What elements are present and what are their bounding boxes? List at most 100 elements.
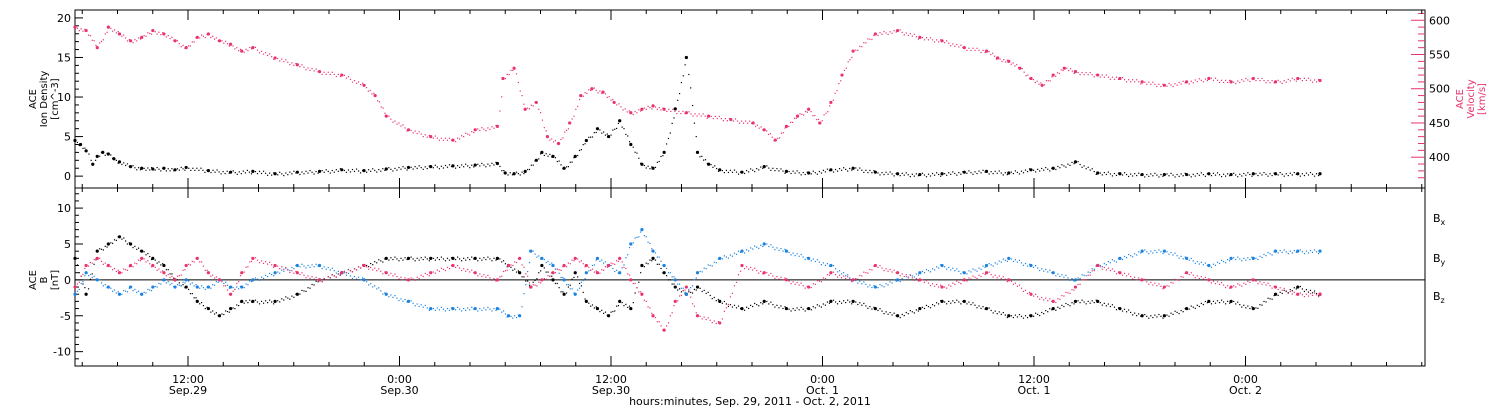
by-point (701, 271, 703, 273)
bx-point (1162, 317, 1164, 319)
bx-point (1007, 314, 1011, 318)
bx-point (632, 302, 634, 304)
bx-point (1296, 285, 1300, 289)
density-point (812, 170, 814, 172)
bz-point (534, 284, 536, 286)
bz-point (1188, 273, 1190, 276)
velocity-point (1012, 62, 1014, 64)
bx-point (889, 311, 891, 314)
density-point (954, 172, 956, 175)
density-point (145, 169, 147, 171)
bz-point (1004, 278, 1006, 280)
velocity-point (1305, 79, 1308, 82)
density-point (359, 172, 362, 174)
bz-point (1000, 277, 1002, 280)
velocity-point (990, 53, 992, 56)
density-point (606, 133, 608, 135)
velocity-point (461, 135, 463, 137)
by-point (634, 237, 636, 239)
by-point (249, 280, 251, 282)
density-point (847, 170, 849, 172)
velocity-point (684, 111, 688, 115)
velocity-point (137, 37, 140, 39)
density-point (770, 169, 772, 171)
bz-point (891, 271, 893, 273)
velocity-point (855, 49, 857, 51)
bz-point (798, 284, 800, 286)
bx-point (1182, 311, 1184, 313)
bz-point (1156, 285, 1158, 287)
bx-point (1229, 302, 1231, 304)
bx-point (273, 299, 277, 304)
bz-point (1241, 285, 1243, 287)
velocity-point (465, 132, 467, 134)
bx-point (1160, 315, 1162, 317)
bx-point (1093, 302, 1095, 304)
by-point (871, 286, 873, 289)
bx-point (495, 256, 500, 260)
density-point (731, 171, 734, 173)
by-point (1059, 275, 1061, 278)
velocity-point (552, 141, 555, 143)
bz-point (1123, 272, 1126, 274)
bx-point (1059, 307, 1061, 310)
by-point (160, 283, 162, 285)
velocity-point (732, 120, 735, 122)
velocity-point (1291, 77, 1293, 79)
by-point (1123, 255, 1126, 258)
bx-point (711, 297, 713, 300)
bx-point (512, 269, 514, 271)
bz-point (1237, 283, 1239, 285)
by-point (493, 307, 495, 310)
by-point (974, 269, 976, 271)
bx-point (798, 309, 800, 311)
bx-point (1216, 300, 1219, 302)
by-point (643, 235, 645, 237)
velocity-point (654, 106, 657, 108)
velocity-point (1027, 74, 1029, 76)
density-point (1293, 171, 1295, 174)
by-point (1287, 252, 1289, 255)
density-point (446, 166, 449, 168)
velocity-point (832, 99, 834, 101)
bz-point (790, 282, 792, 285)
velocity-point (534, 100, 538, 105)
density-point (972, 173, 974, 175)
velocity-point (656, 108, 658, 110)
by-point (1018, 259, 1021, 262)
velocity-point (647, 105, 649, 107)
bx-point (832, 299, 835, 301)
by-point (465, 309, 467, 311)
density-point (863, 171, 865, 174)
density-point (1022, 172, 1025, 174)
bx-point (952, 300, 954, 302)
bx-point (1303, 290, 1306, 293)
bx-point (623, 304, 625, 307)
bx-point (110, 242, 112, 244)
bz-point (1022, 290, 1025, 293)
velocity-point (361, 82, 364, 84)
velocity-point (410, 129, 412, 132)
bx-point (134, 245, 136, 247)
bz-point (960, 282, 962, 285)
density-point (1222, 173, 1225, 175)
velocity-point (718, 115, 720, 118)
bx-point (677, 289, 679, 291)
velocity-point (303, 66, 305, 68)
bz-point (1109, 270, 1112, 272)
density-point (1251, 172, 1255, 176)
bz-point (1130, 275, 1132, 278)
velocity-point (1007, 59, 1011, 63)
by-point (1261, 256, 1263, 259)
velocity-point (510, 69, 512, 72)
velocity-point (1229, 80, 1233, 84)
by-point (788, 251, 790, 254)
bx-point (701, 290, 703, 293)
density-point (158, 168, 160, 170)
bx-point (640, 272, 642, 274)
by-point (1146, 251, 1148, 253)
density-point (829, 168, 833, 172)
bx-point (573, 276, 575, 279)
